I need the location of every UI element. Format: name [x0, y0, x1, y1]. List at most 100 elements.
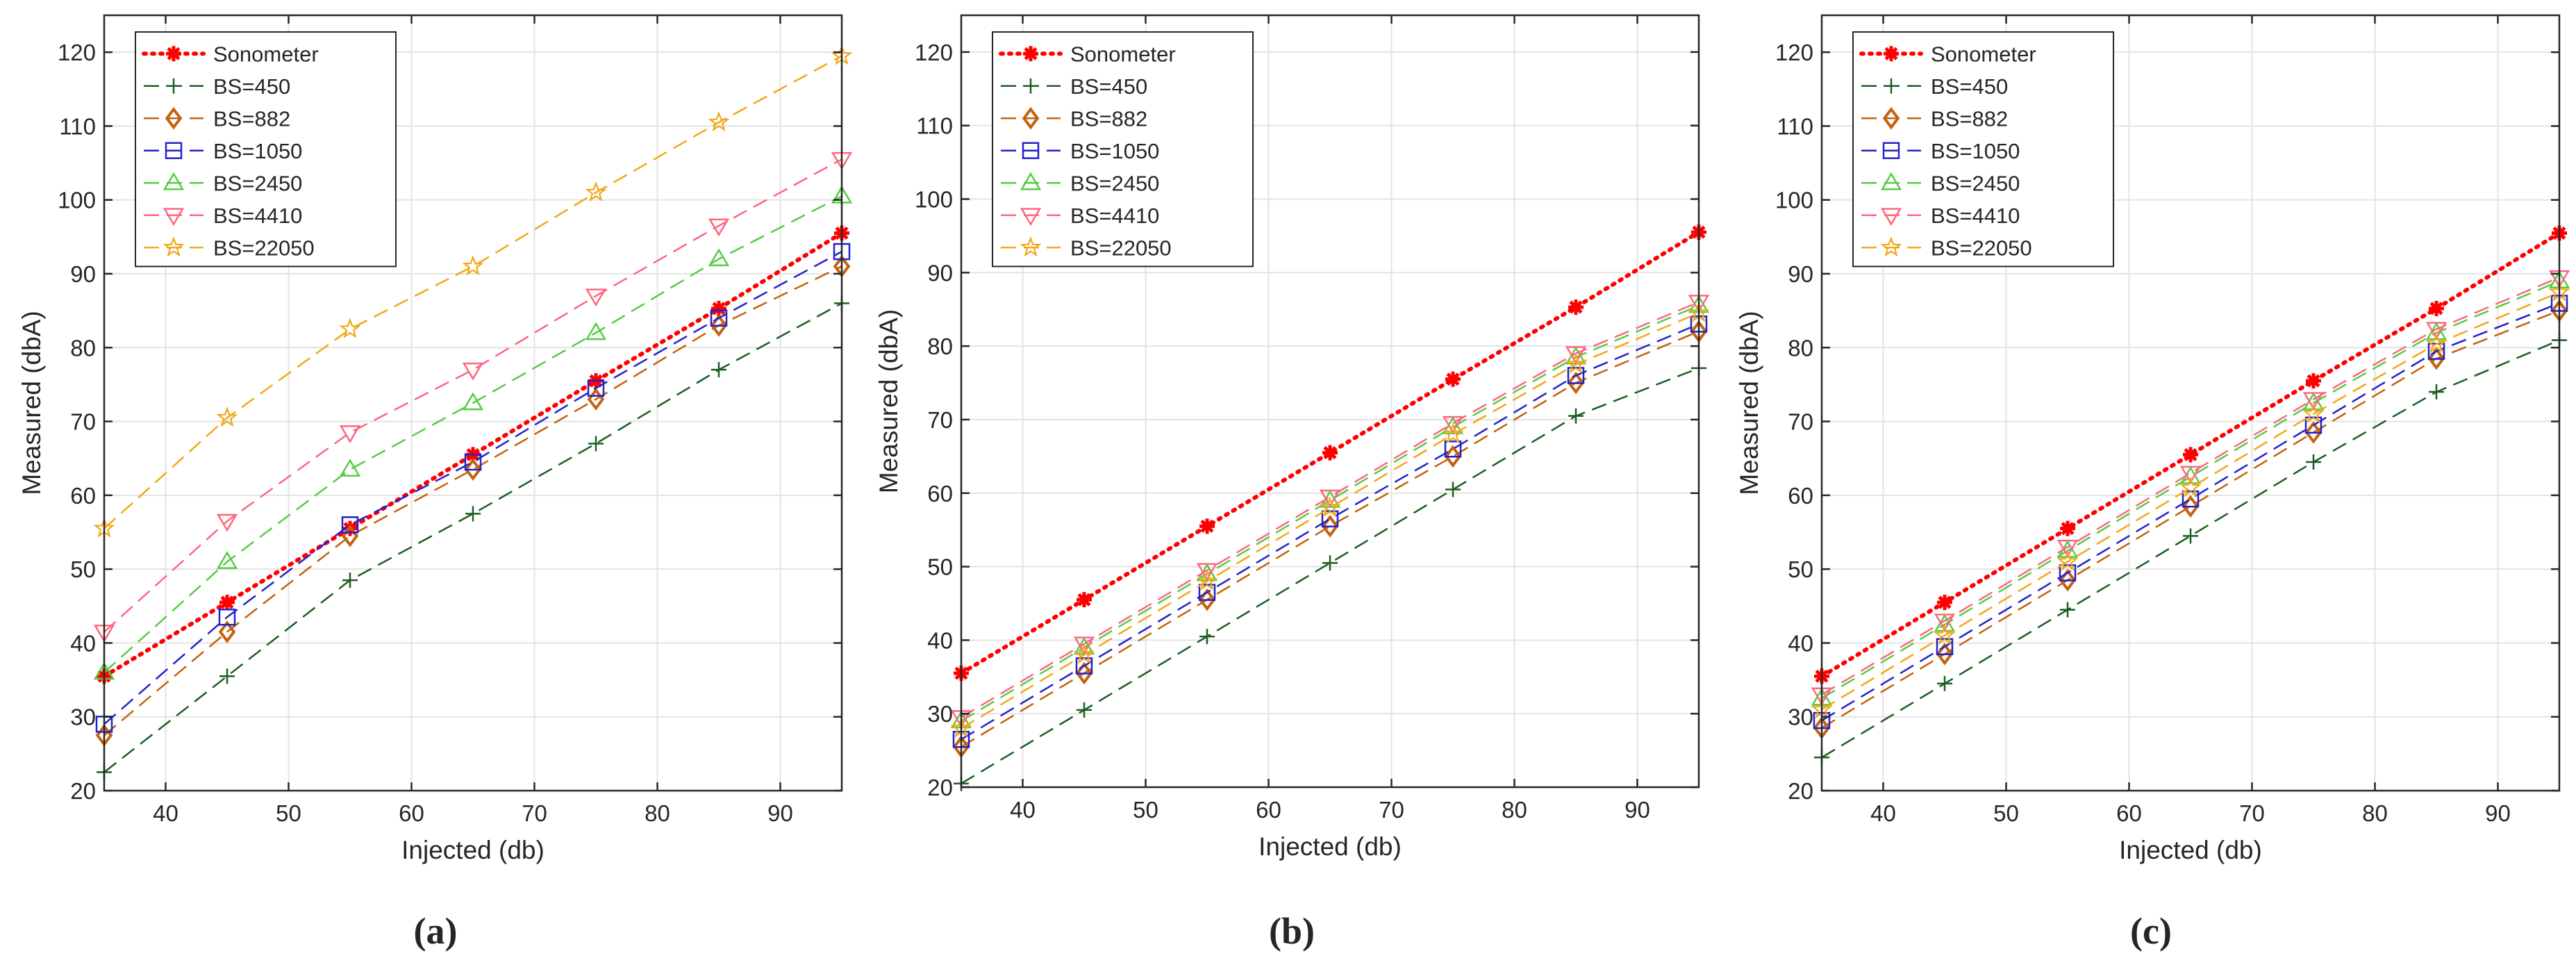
legend-entry: BS=4410 [1001, 204, 1159, 228]
data-point [711, 362, 726, 378]
legend-marker [1023, 46, 1038, 62]
data-point [588, 436, 604, 452]
y-tick-label: 110 [1777, 113, 1813, 139]
y-tick-label: 60 [70, 483, 96, 509]
legend-marker [1884, 46, 1899, 62]
legend-label: BS=1050 [213, 139, 302, 163]
legend-marker [1020, 208, 1042, 226]
data-point [1077, 702, 1092, 718]
legend-entry: BS=4410 [144, 204, 302, 228]
x-tick-label: 40 [1870, 800, 1896, 826]
y-tick-label: 50 [70, 557, 96, 582]
data-point [1568, 408, 1584, 424]
data-point [1073, 636, 1095, 655]
series-line [1821, 277, 2560, 695]
x-tick-label: 90 [2485, 800, 2511, 826]
x-tick-label: 80 [1502, 797, 1527, 823]
data-point [2427, 347, 2445, 370]
x-tick-label: 80 [645, 800, 670, 826]
legend-entry: Sonometer [1859, 42, 2036, 66]
y-axis-label: Measured (dbA) [1735, 311, 1763, 495]
series-BS=1050 [95, 242, 851, 733]
y-axis-label: Measured (dbA) [874, 309, 903, 493]
data-point [218, 608, 236, 626]
data-point [2182, 495, 2200, 518]
data-point [2179, 477, 2202, 497]
data-point [585, 288, 607, 307]
data-point [2302, 392, 2325, 411]
legend-marker [1880, 208, 1902, 226]
legend-label: BS=2450 [1931, 171, 2020, 195]
data-point [1937, 675, 1952, 691]
data-point [464, 453, 482, 471]
legend-marker [1882, 142, 1900, 159]
data-point [710, 314, 728, 337]
y-tick-label: 70 [70, 409, 96, 435]
data-point [1445, 371, 1461, 387]
y-tick-label: 80 [1788, 335, 1813, 361]
y-tick-label: 80 [70, 335, 96, 361]
y-tick-label: 100 [1775, 188, 1813, 213]
legend-marker [163, 172, 185, 190]
data-point [710, 309, 728, 327]
y-tick-label: 70 [927, 407, 953, 433]
y-tick-label: 120 [1775, 40, 1813, 65]
data-point [2302, 402, 2325, 424]
data-point [1322, 445, 1338, 461]
y-tick-label: 30 [1788, 705, 1813, 730]
y-tick-label: 100 [915, 187, 953, 213]
data-point [1445, 481, 1461, 497]
series-line [1821, 291, 2560, 711]
x-tick-label: 50 [1993, 800, 2019, 826]
legend-entry: BS=2450 [1861, 171, 2020, 195]
y-tick-label: 70 [1788, 409, 1813, 435]
data-point [1934, 624, 1956, 645]
legend-marker [1020, 236, 1042, 257]
legend-entry: BS=450 [1861, 74, 2008, 99]
y-tick-label: 80 [927, 333, 953, 359]
legend-entry: BS=2450 [144, 171, 302, 195]
legend-entry: BS=1050 [144, 139, 302, 163]
legend-marker [165, 106, 183, 130]
legend-label: BS=4410 [213, 204, 302, 228]
legend-marker [163, 208, 185, 226]
data-point [1319, 496, 1341, 517]
data-point [464, 458, 482, 481]
data-point [1937, 594, 1952, 610]
legend-marker [163, 236, 185, 257]
data-point [339, 425, 361, 443]
y-tick-label: 40 [70, 630, 96, 656]
axes-box [1820, 14, 2561, 792]
x-tick-label: 50 [1133, 797, 1158, 823]
data-point [1567, 371, 1585, 395]
legend-label: BS=450 [1070, 74, 1147, 99]
legend-entry: BS=22050 [144, 236, 315, 260]
y-tick-label: 120 [915, 40, 953, 65]
x-tick-label: 90 [1624, 797, 1650, 823]
data-point [2425, 322, 2448, 340]
legend-marker [1884, 78, 1899, 94]
legend-label: BS=22050 [213, 236, 315, 260]
y-tick-label: 20 [927, 775, 953, 800]
data-point [2429, 300, 2444, 316]
x-tick-label: 70 [2239, 800, 2265, 826]
x-tick-label: 40 [1010, 797, 1036, 823]
x-tick-label: 70 [522, 800, 547, 826]
data-point [711, 300, 726, 316]
data-point [1444, 440, 1462, 458]
series-line [103, 195, 842, 673]
legend-box [992, 31, 1254, 267]
x-tick-label: 80 [2362, 800, 2388, 826]
legend-label: BS=22050 [1931, 236, 2032, 260]
legend-marker [1023, 78, 1038, 94]
data-point [1936, 643, 1954, 666]
chart-panel-2: 40 50 60 70 80 90 20 30 40 50 60 70 80 90 100 110 120 Inj… [874, 14, 1710, 952]
panel-label: (b) [1269, 910, 1315, 952]
data-point [462, 392, 484, 411]
x-tick-label: 60 [1256, 797, 1281, 823]
data-point [219, 594, 235, 610]
legend-entry: BS=4410 [1861, 204, 2020, 228]
data-point [2306, 454, 2321, 470]
legend-label: Sonometer [1931, 42, 2036, 66]
legend-label: BS=450 [1931, 74, 2008, 99]
